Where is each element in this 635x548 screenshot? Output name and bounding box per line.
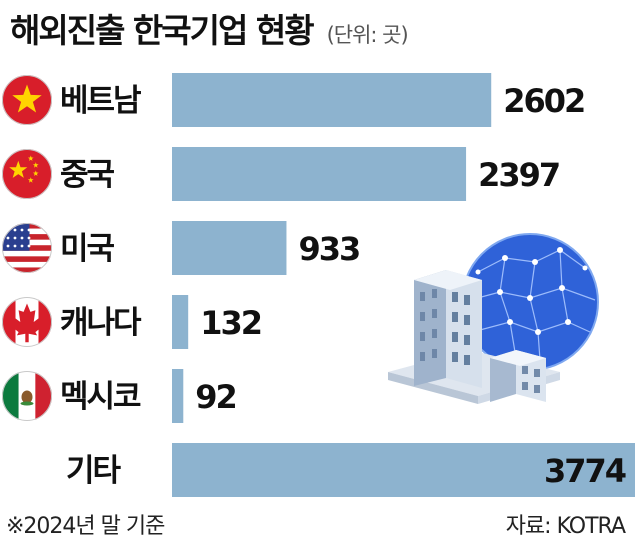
- mexico-flag-icon: [2, 371, 52, 421]
- value-label: 3774: [544, 452, 626, 490]
- china-flag-icon: [2, 149, 52, 199]
- value-label: 2602: [503, 82, 584, 120]
- category-label: 멕시코: [60, 379, 141, 415]
- bar: [172, 369, 184, 423]
- category-label: 기타: [66, 453, 122, 489]
- globe-buildings-illustration: [388, 233, 599, 404]
- value-label: 933: [298, 230, 359, 268]
- unit-label: (단위: 곳): [326, 23, 409, 47]
- title-row: 해외진출 한국기업 현황 (단위: 곳): [10, 4, 409, 50]
- category-label: 중국: [60, 157, 115, 193]
- bar: [172, 73, 492, 127]
- bar: [172, 147, 467, 201]
- bar: [172, 295, 189, 349]
- usa-flag-icon: [2, 223, 52, 273]
- bar: [172, 443, 635, 497]
- vietnam-flag-icon: [2, 75, 52, 125]
- value-label: 132: [200, 304, 261, 342]
- footnote: ※2024년 말 기준: [6, 514, 165, 539]
- chart-title: 해외진출 한국기업 현황: [10, 11, 315, 50]
- bar: [172, 221, 287, 275]
- value-label: 92: [195, 378, 236, 416]
- value-label: 2397: [478, 156, 559, 194]
- category-label: 미국: [60, 231, 115, 267]
- source-label: 자료: KOTRA: [505, 514, 626, 539]
- category-label: 캐나다: [60, 305, 142, 341]
- canada-flag-icon: [2, 297, 52, 347]
- category-label: 베트남: [60, 83, 141, 119]
